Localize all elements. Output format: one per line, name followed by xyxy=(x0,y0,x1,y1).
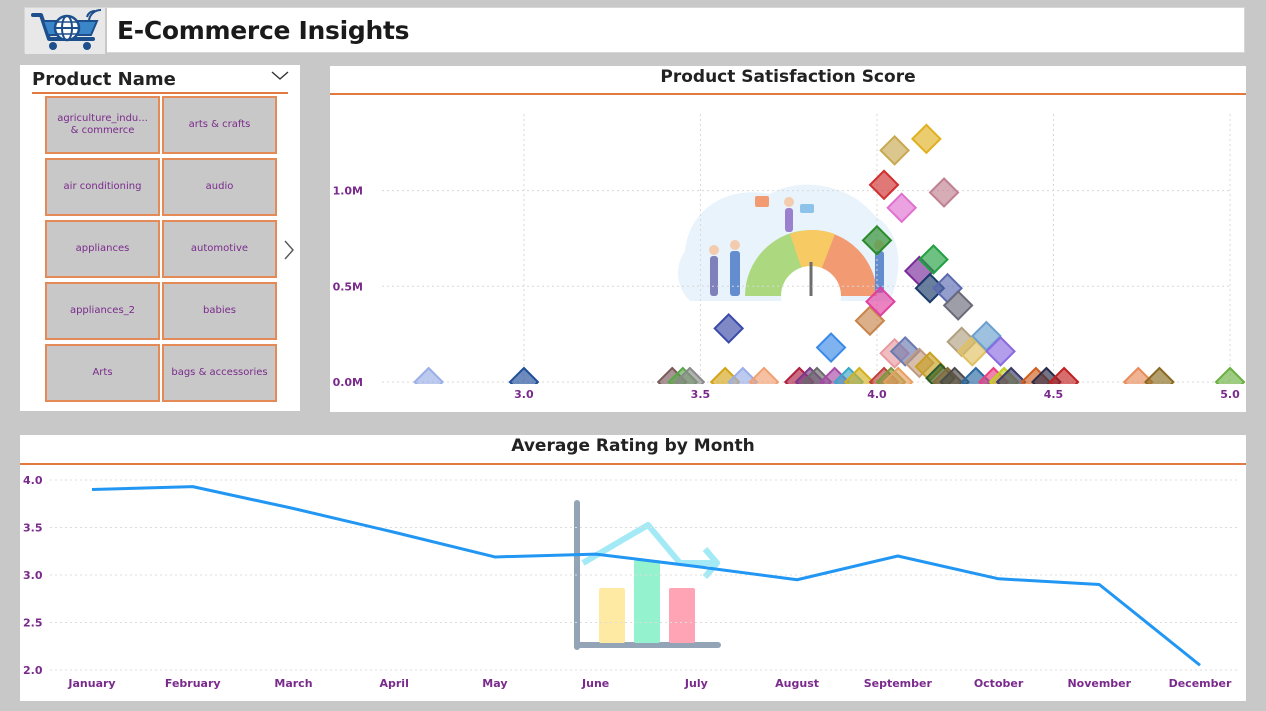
scatter-x-tick-label: 3.5 xyxy=(691,388,711,401)
line-y-tick-label: 2.5 xyxy=(23,617,43,630)
scatter-point[interactable] xyxy=(843,366,875,396)
product-satisfaction-chart: Product Satisfaction Score 3.0 3.5 4.0 4.5 5… xyxy=(330,66,1246,412)
slicer-item[interactable]: babies xyxy=(162,282,277,340)
rating-point[interactable] xyxy=(88,486,96,494)
scatter-point[interactable] xyxy=(815,332,847,363)
product-name-slicer: Product Name agriculture_indu... & comme… xyxy=(20,65,300,411)
scatter-point[interactable] xyxy=(918,244,949,275)
scatter-point[interactable] xyxy=(865,286,896,318)
line-x-tick-label: January xyxy=(67,677,115,690)
line-x-tick-label: October xyxy=(974,677,1024,690)
slicer-title: Product Name xyxy=(32,69,176,90)
line-x-tick-label: April xyxy=(380,677,409,690)
rating-point[interactable] xyxy=(390,528,398,536)
scatter-point[interactable] xyxy=(854,305,886,337)
scatter-point[interactable] xyxy=(868,169,900,201)
slicer-item[interactable]: agriculture_indu... & commerce xyxy=(45,96,160,154)
scatter-point[interactable] xyxy=(879,134,911,166)
rating-point[interactable] xyxy=(894,552,902,560)
slicer-item[interactable]: audio xyxy=(162,158,277,216)
scatter-point[interactable] xyxy=(985,335,1016,367)
rating-point[interactable] xyxy=(1095,581,1103,589)
rating-point[interactable] xyxy=(692,562,700,570)
scatter-point[interactable] xyxy=(939,366,971,396)
line-y-tick-label: 3.0 xyxy=(23,569,43,582)
scatter-point[interactable] xyxy=(413,366,445,396)
line-x-tick-label: November xyxy=(1067,677,1131,690)
chevron-right-icon[interactable] xyxy=(282,239,296,261)
report-title: E-Commerce Insights xyxy=(117,16,410,45)
scatter-point[interactable] xyxy=(748,366,780,396)
shopping-cart-globe-icon xyxy=(25,8,107,54)
line-x-tick-label: December xyxy=(1169,677,1232,690)
slicer-item[interactable]: bags & accessories xyxy=(162,344,277,402)
scatter-point[interactable] xyxy=(882,366,914,396)
rating-series-line[interactable] xyxy=(91,485,1201,667)
slicer-item[interactable]: appliances xyxy=(45,220,160,278)
scatter-chart-title: Product Satisfaction Score xyxy=(660,67,916,87)
scatter-y-tick-label: 1.0M xyxy=(333,185,363,198)
scatter-plot[interactable]: 3.0 3.5 4.0 4.5 5.0 0.0M 0.5M 1.0M xyxy=(330,66,1246,412)
slicer-item[interactable]: appliances_2 xyxy=(45,282,160,340)
line-x-tick-label: May xyxy=(482,677,507,690)
line-y-tick-label: 3.5 xyxy=(23,522,43,535)
scatter-x-tick-label: 4.0 xyxy=(867,388,887,401)
scatter-point[interactable] xyxy=(508,366,540,396)
line-y-tick-label: 4.0 xyxy=(23,474,43,487)
scatter-point[interactable] xyxy=(674,366,706,396)
line-y-tick-label: 2.0 xyxy=(23,664,43,677)
scatter-point[interactable] xyxy=(970,320,1002,352)
chevron-down-icon[interactable] xyxy=(270,69,290,83)
line-title-divider xyxy=(20,463,1246,465)
scatter-point[interactable] xyxy=(1048,366,1080,396)
rating-point[interactable] xyxy=(491,553,499,561)
slicer-item[interactable]: air conditioning xyxy=(45,158,160,216)
customer-satisfaction-gauge-illustration xyxy=(678,184,899,326)
line-x-tick-label: February xyxy=(165,677,221,690)
scatter-point[interactable] xyxy=(942,290,974,321)
scatter-point[interactable] xyxy=(956,335,988,367)
line-x-tick-label: June xyxy=(581,677,609,690)
line-chart-title: Average Rating by Month xyxy=(511,436,755,456)
rating-point[interactable] xyxy=(592,550,600,558)
scatter-point[interactable] xyxy=(1214,366,1246,396)
scatter-point[interactable] xyxy=(861,224,893,256)
rating-point[interactable] xyxy=(289,505,297,513)
average-rating-chart: Average Rating by Month 2.0 2.5 3.0 3.5 4.0 J… xyxy=(20,435,1246,701)
scatter-point[interactable] xyxy=(1122,366,1154,396)
slicer-divider xyxy=(32,92,288,94)
scatter-point[interactable] xyxy=(1143,366,1175,396)
slicer-item[interactable]: arts & crafts xyxy=(162,96,277,154)
line-x-tick-label: September xyxy=(864,677,933,690)
scatter-point[interactable] xyxy=(910,123,942,155)
line-x-tick-label: August xyxy=(775,677,819,690)
line-plot[interactable]: 2.0 2.5 3.0 3.5 4.0 January February March April… xyxy=(20,435,1246,701)
line-x-tick-label: March xyxy=(274,677,312,690)
scatter-title-divider xyxy=(330,93,1246,95)
scatter-point[interactable] xyxy=(928,177,960,208)
slicer-item[interactable]: automotive xyxy=(162,220,277,278)
rating-point[interactable] xyxy=(189,483,197,491)
rating-point[interactable] xyxy=(1196,661,1204,669)
line-x-tick-label: July xyxy=(684,677,708,690)
scatter-x-tick-label: 5.0 xyxy=(1220,388,1240,401)
scatter-y-tick-label: 0.0M xyxy=(333,376,363,389)
report-header: E-Commerce Insights xyxy=(24,7,1245,54)
rating-point[interactable] xyxy=(995,575,1003,583)
scatter-x-tick-label: 4.5 xyxy=(1044,388,1064,401)
scatter-point[interactable] xyxy=(886,192,918,224)
rating-point[interactable] xyxy=(793,576,801,584)
scatter-point[interactable] xyxy=(995,366,1027,396)
scatter-y-tick-label: 0.5M xyxy=(333,280,363,293)
slicer-items: agriculture_indu... & commerce arts & cr… xyxy=(45,96,277,402)
scatter-point[interactable] xyxy=(727,366,759,396)
scatter-x-tick-label: 3.0 xyxy=(514,388,534,401)
scatter-point[interactable] xyxy=(713,312,745,344)
slicer-item[interactable]: Arts xyxy=(45,344,160,402)
